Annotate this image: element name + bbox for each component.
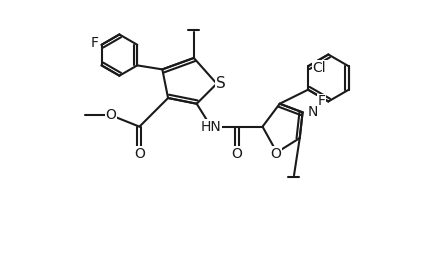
Text: F: F	[91, 36, 99, 50]
Text: S: S	[216, 76, 226, 91]
Text: O: O	[231, 147, 242, 161]
Text: F: F	[317, 95, 325, 109]
Text: O: O	[270, 147, 281, 161]
Text: Cl: Cl	[312, 61, 326, 75]
Text: O: O	[134, 147, 145, 161]
Text: O: O	[106, 108, 116, 122]
Text: HN: HN	[200, 120, 222, 134]
Text: N: N	[308, 105, 318, 119]
